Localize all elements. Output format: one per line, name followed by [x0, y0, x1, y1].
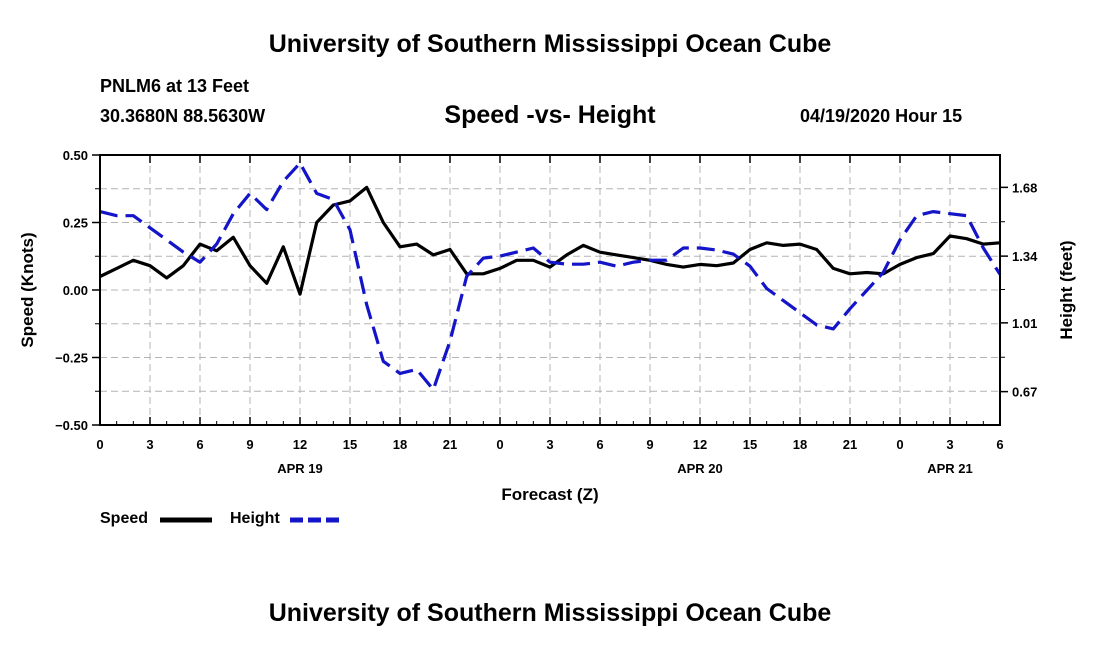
y-right-tick-label: 1.68: [1012, 180, 1037, 195]
x-tick-label: 3: [546, 437, 553, 452]
x-tick-label: 21: [843, 437, 857, 452]
day-label: APR 20: [677, 461, 723, 476]
x-axis-title: Forecast (Z): [501, 485, 598, 504]
y-right-tick-label: 1.34: [1012, 249, 1038, 264]
x-tick-label: 9: [246, 437, 253, 452]
x-tick-label: 0: [496, 437, 503, 452]
x-tick-label: 3: [146, 437, 153, 452]
series-line-speed: [99, 185, 1001, 296]
station-label: PNLM6 at 13 Feet: [100, 76, 250, 96]
date-hour-label: 04/19/2020 Hour 15: [800, 106, 963, 126]
series-line-height: [99, 161, 1002, 392]
x-tick-label: 3: [946, 437, 953, 452]
coordinates-label: 30.3680N 88.5630W: [100, 106, 266, 126]
x-tick-label: 6: [596, 437, 603, 452]
x-tick-label: 15: [343, 437, 357, 452]
x-tick-label: 18: [793, 437, 807, 452]
y-right-axis-title: Height (feet): [1057, 240, 1076, 339]
chart-title: Speed -vs- Height: [444, 101, 656, 129]
day-label: APR 21: [927, 461, 973, 476]
y-right-tick-label: 1.01: [1012, 316, 1037, 331]
y-left-tick-label: 0.00: [63, 283, 88, 298]
x-tick-label: 6: [996, 437, 1003, 452]
x-tick-label: 12: [693, 437, 707, 452]
x-tick-label: 0: [896, 437, 903, 452]
y-left-axis-title: Speed (Knots): [18, 232, 37, 347]
y-left-tick-label: 0.25: [63, 216, 88, 231]
y-left-tick-label: −0.50: [55, 418, 88, 433]
x-tick-label: 9: [646, 437, 653, 452]
x-tick-label: 21: [443, 437, 457, 452]
x-tick-label: 15: [743, 437, 757, 452]
x-tick-label: 12: [293, 437, 307, 452]
page-title-bottom: University of Southern Mississippi Ocean…: [268, 599, 832, 627]
y-left-tick-label: −0.25: [55, 351, 88, 366]
x-tick-label: 6: [196, 437, 203, 452]
legend-height-label: Height: [230, 510, 280, 527]
x-tick-label: 0: [96, 437, 103, 452]
x-tick-label: 18: [393, 437, 407, 452]
day-label: APR 19: [277, 461, 323, 476]
y-right-tick-label: 0.67: [1012, 385, 1037, 400]
y-left-tick-label: 0.50: [63, 148, 88, 163]
legend-speed-label: Speed: [100, 510, 149, 527]
page-title-top: University of Southern Mississippi Ocean…: [268, 30, 832, 58]
